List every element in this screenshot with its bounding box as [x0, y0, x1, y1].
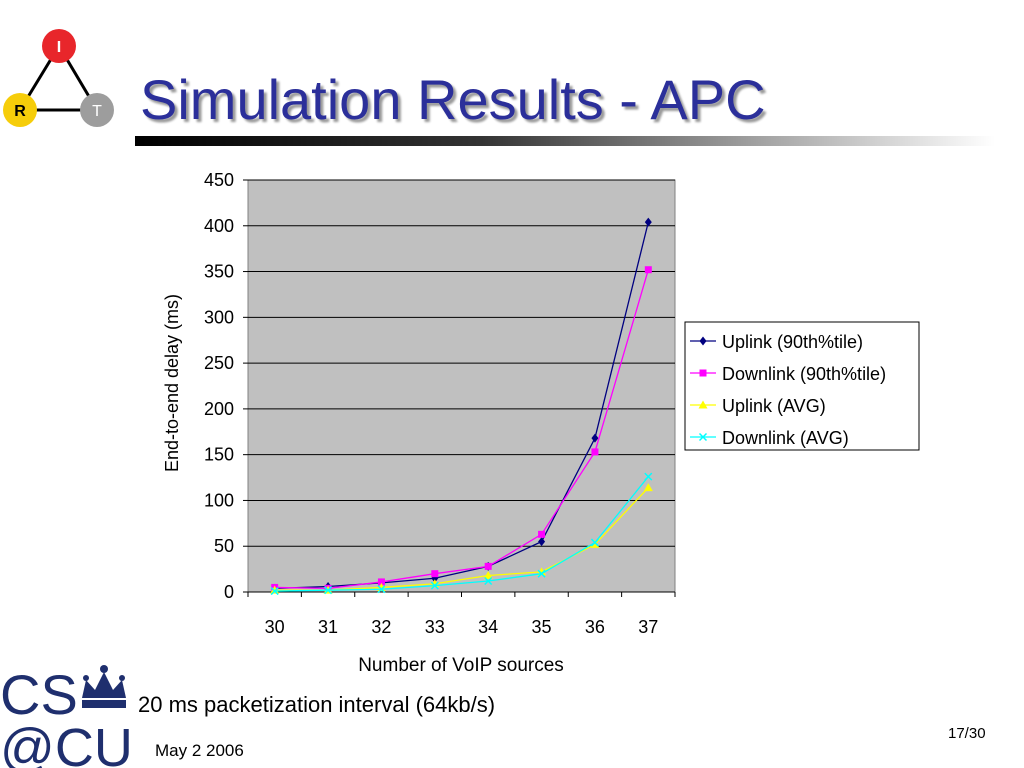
chart-legend: Uplink (90th%tile) Downlink (90th%tile) Up… — [684, 321, 920, 451]
x-tick-label: 36 — [585, 617, 605, 637]
data-point — [643, 483, 653, 492]
crown-icon — [82, 665, 126, 708]
x-tick-label: 34 — [478, 617, 498, 637]
x-tick-label: 35 — [532, 617, 552, 637]
data-point — [324, 586, 333, 595]
logo-text-at-cu: @CU — [0, 718, 133, 768]
y-tick-label: 100 — [204, 490, 234, 510]
logo-letter-i: I — [57, 39, 61, 56]
y-tick-label: 0 — [224, 582, 234, 602]
y-axis-label: End-to-end delay (ms) — [162, 294, 182, 472]
data-point — [483, 571, 493, 580]
legend-label: Uplink (90th%tile) — [722, 332, 863, 352]
y-tick-label: 150 — [204, 445, 234, 465]
page-number: 17/30 — [948, 725, 986, 742]
x-tick-label: 32 — [371, 617, 391, 637]
x-axis-label: Number of VoIP sources — [358, 655, 564, 676]
y-tick-label: 450 — [204, 170, 234, 190]
logo-letter-r: R — [14, 103, 26, 120]
data-point — [591, 433, 599, 443]
y-tick-label: 250 — [204, 353, 234, 373]
legend-box — [684, 321, 920, 451]
legend-label: Downlink (90th%tile) — [722, 364, 886, 384]
y-tick-label: 300 — [204, 307, 234, 327]
data-point — [431, 570, 439, 578]
logo-text-cs: CS — [0, 663, 78, 726]
x-tick-label: 30 — [265, 617, 285, 637]
data-point — [484, 562, 492, 570]
data-point — [590, 539, 600, 548]
slide-caption: 20 ms packetization interval (64kb/s) — [138, 692, 496, 717]
logo-node-i — [42, 29, 76, 63]
data-point — [538, 530, 546, 538]
data-point — [537, 569, 546, 578]
legend-marker — [698, 432, 708, 442]
data-point — [590, 538, 599, 547]
data-point — [377, 578, 385, 586]
data-point — [270, 587, 279, 596]
series-line — [274, 221, 649, 589]
y-tick-label: 200 — [204, 399, 234, 419]
title-underline — [135, 136, 995, 146]
cs-cu-logo: CS @CU — [0, 663, 133, 768]
series-line — [274, 476, 649, 592]
x-tick-label: 37 — [638, 617, 658, 637]
data-point — [430, 581, 439, 590]
logo-node-t — [80, 93, 114, 127]
data-point — [538, 537, 546, 547]
data-point — [377, 585, 386, 594]
logo-node-r — [3, 93, 37, 127]
legend-label: Uplink (AVG) — [722, 396, 826, 416]
slide-date: May 2 2006 — [155, 741, 244, 760]
data-point — [644, 266, 652, 274]
data-point — [644, 472, 653, 481]
slide-title: Simulation Results - APC — [140, 68, 766, 131]
legend-marker — [699, 336, 707, 346]
series-line — [274, 269, 649, 589]
legend-marker — [698, 400, 708, 409]
x-tick-label: 31 — [318, 617, 338, 637]
plot-area — [247, 179, 676, 593]
y-tick-label: 50 — [214, 536, 234, 556]
x-tick-label: 33 — [425, 617, 445, 637]
data-point — [644, 217, 652, 227]
legend-marker — [699, 369, 707, 377]
data-point — [591, 448, 599, 456]
logo-letter-t: T — [92, 103, 102, 120]
legend-label: Downlink (AVG) — [722, 428, 849, 448]
irt-logo: I R T — [3, 29, 114, 127]
y-tick-label: 400 — [204, 216, 234, 236]
data-point — [484, 576, 493, 586]
y-tick-label: 350 — [204, 262, 234, 282]
